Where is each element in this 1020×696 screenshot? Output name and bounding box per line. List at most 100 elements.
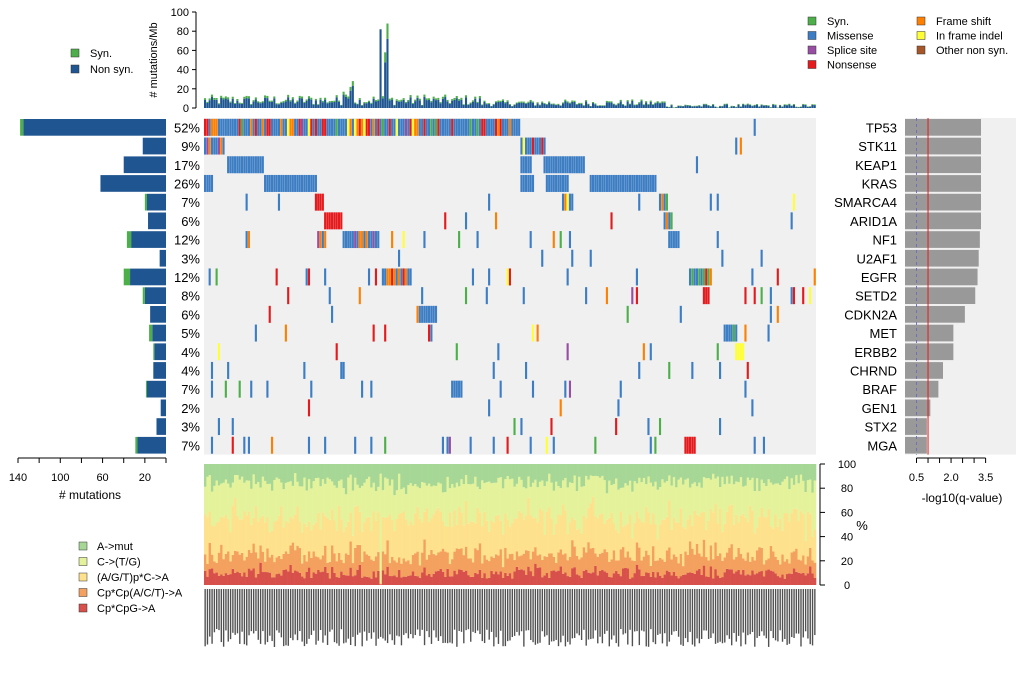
spectrum-segment	[439, 483, 443, 512]
mutation-cell	[571, 156, 574, 174]
mutation-cell	[247, 231, 251, 249]
mutation-cell	[303, 361, 306, 379]
rate-bar-syn	[813, 104, 816, 106]
spectrum-segment	[451, 484, 454, 527]
spectrum-segment	[238, 572, 242, 585]
mutation-cell	[508, 118, 511, 136]
rate-bar-nonsyn	[287, 97, 290, 108]
spectrum-segment	[481, 480, 484, 527]
spectrum-segment	[545, 556, 549, 573]
spectrum-segment	[358, 511, 362, 546]
rate-bar-nonsyn	[751, 106, 754, 108]
spectrum-segment	[670, 464, 674, 486]
count-bar-nonsyn	[100, 175, 166, 192]
rate-bar-nonsyn	[277, 104, 280, 108]
spectrum-segment	[460, 512, 463, 549]
mutation-cell	[610, 212, 613, 230]
spectrum-segment	[492, 522, 496, 558]
mutation-cell	[252, 118, 255, 136]
rate-bar-syn	[670, 104, 673, 106]
rate-bar-nonsyn	[633, 105, 636, 108]
spectrum-segment	[331, 545, 334, 568]
sample-label-mark	[446, 589, 449, 644]
mutation-cell	[268, 305, 271, 323]
mutation-cell	[430, 324, 433, 342]
spectrum-segment	[319, 486, 323, 530]
mutation-cell	[335, 343, 338, 361]
spectrum-segment	[421, 522, 424, 553]
spectrum-segment	[282, 489, 286, 528]
mutation-cell	[300, 174, 304, 192]
spectrum-segment	[587, 479, 590, 508]
spectrum-segment	[354, 547, 357, 576]
mutation-cell	[361, 118, 364, 136]
rate-bar-syn	[321, 100, 324, 103]
sample-label-mark	[398, 589, 400, 637]
rate-bar-nonsyn	[310, 99, 313, 108]
mutation-cell	[550, 418, 553, 436]
spectrum-segment	[742, 464, 745, 487]
spectrum-segment	[356, 544, 360, 570]
rate-bar-syn	[538, 104, 541, 106]
rate-bar-nonsyn	[755, 104, 759, 108]
rate-bar-syn	[488, 103, 491, 105]
mutation-cell	[700, 268, 703, 286]
mutation-cell	[557, 174, 560, 192]
spectrum-segment	[370, 464, 373, 488]
spectrum-segment	[591, 572, 595, 585]
spectrum-segment	[721, 560, 724, 578]
spectrum-y-tick-label: 0	[844, 580, 850, 592]
spectrum-segment	[393, 495, 396, 531]
spectrum-segment	[210, 491, 214, 526]
mutation-cell	[732, 324, 735, 342]
spectrum-segment	[716, 464, 720, 477]
spectrum-segment	[628, 480, 632, 515]
sample-label-mark	[606, 589, 608, 631]
mutation-cell	[688, 268, 692, 286]
spectrum-segment	[531, 576, 535, 585]
spectrum-segment	[691, 525, 694, 549]
spectrum-segment	[672, 554, 676, 572]
mutation-cell	[259, 118, 262, 136]
spectrum-segment	[428, 521, 431, 555]
mutation-cell	[367, 268, 371, 286]
mutation-type-label: Splice site	[827, 45, 877, 57]
spectrum-segment	[446, 552, 450, 569]
spectrum-segment	[522, 519, 526, 554]
spectrum-segment	[340, 571, 343, 585]
mutation-cell	[425, 118, 428, 136]
mutation-cell	[520, 418, 523, 436]
sample-label-mark	[218, 589, 220, 631]
rate-bar-syn	[324, 97, 327, 100]
mutation-cell	[407, 118, 410, 136]
mutation-cell	[340, 118, 343, 136]
spectrum-segment	[458, 549, 461, 570]
mutation-cell	[377, 231, 380, 249]
rate-bar-nonsyn	[428, 100, 431, 108]
sample-label-mark	[493, 589, 495, 647]
rate-bar-nonsyn	[307, 98, 311, 108]
rate-bar-syn	[453, 98, 456, 100]
spectrum-legend-label: (A/G/T)p*C->A	[97, 572, 169, 584]
spectrum-segment	[774, 556, 778, 574]
spectrum-segment	[603, 464, 607, 481]
sample-label-mark	[652, 589, 654, 643]
spectrum-segment	[799, 573, 803, 585]
sample-label-mark	[282, 589, 285, 647]
rate-bar-nonsyn	[578, 103, 581, 108]
spectrum-segment	[483, 464, 487, 483]
mutation-cell	[545, 436, 548, 454]
rate-bar-syn	[314, 98, 317, 101]
qvalue-panel: 0.5 2.0 3.5-log10(q-value)	[905, 118, 1016, 505]
mutation-cell	[742, 343, 745, 361]
spectrum-segment	[698, 464, 701, 483]
rate-bar-syn	[423, 94, 426, 97]
rate-bar-syn	[612, 103, 615, 105]
spectrum-segment	[238, 464, 242, 480]
rate-bar-nonsyn	[206, 102, 209, 108]
spectrum-segment	[501, 577, 505, 585]
sample-label-mark	[405, 589, 407, 634]
spectrum-segment	[337, 480, 341, 506]
spectrum-segment	[273, 522, 276, 563]
spectrum-segment	[550, 464, 554, 483]
